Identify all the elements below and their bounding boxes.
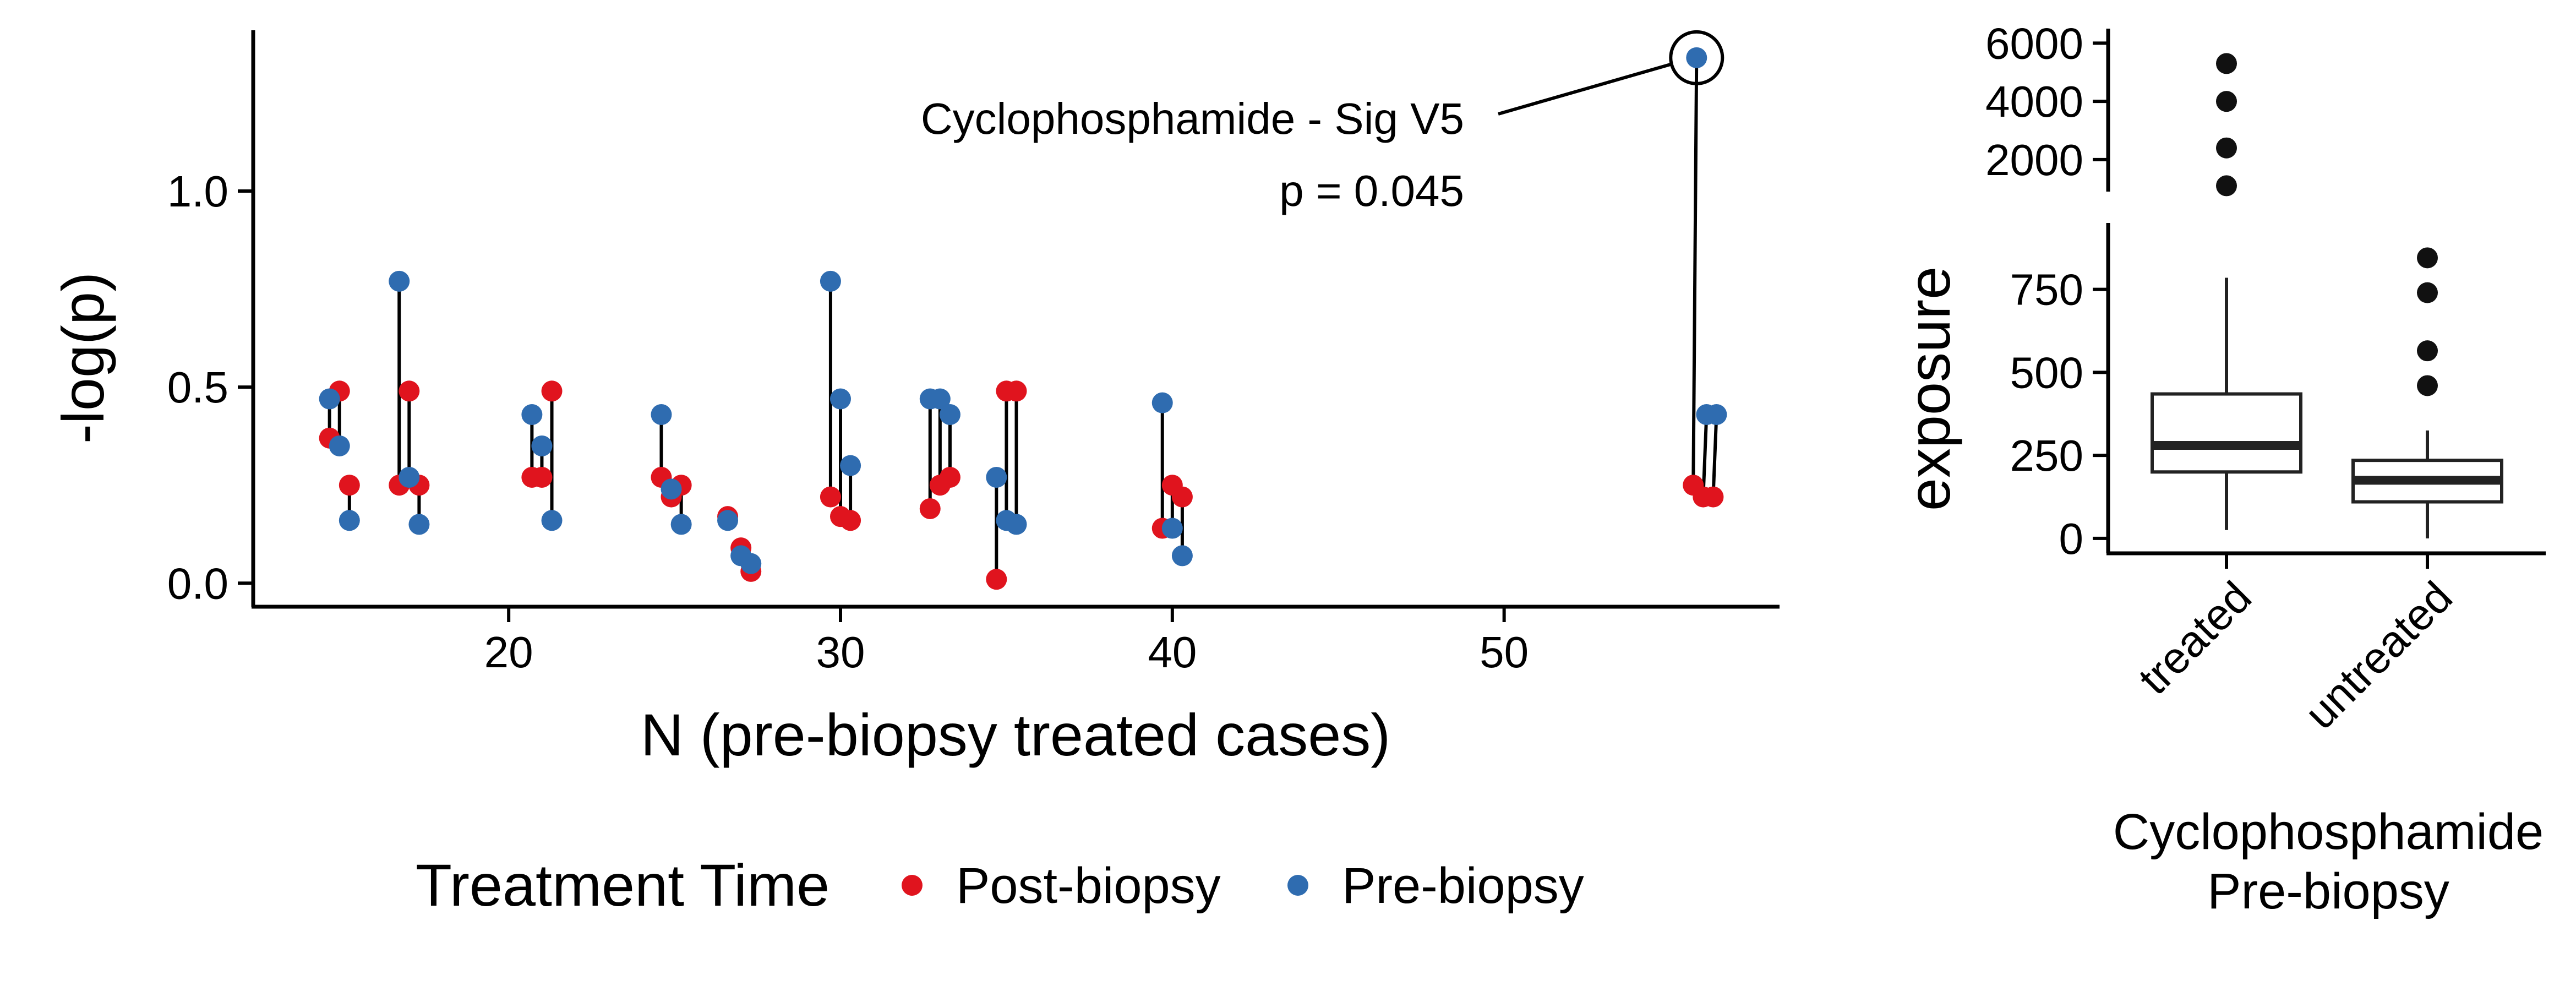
y-tick-label: 0.5: [167, 363, 228, 412]
point-pre-biopsy: [399, 466, 420, 488]
x-tick-label: 40: [1148, 628, 1197, 677]
point-pre-biopsy: [1151, 392, 1173, 413]
box-x-tick-label: untreated: [2295, 572, 2462, 738]
point-pre-biopsy: [1686, 47, 1707, 68]
main-x-ticks: 20 30 40 50: [484, 607, 1529, 677]
boxes: [2151, 277, 2503, 538]
main-y-axis-title: -log(p): [50, 272, 116, 444]
point-pre-biopsy: [717, 510, 739, 531]
legend-swatch-pre-biopsy: [1287, 875, 1308, 896]
connector-line: [1691, 57, 1699, 486]
outlier-point: [2216, 53, 2237, 74]
annotation-pvalue: p = 0.045: [1279, 166, 1464, 215]
main-y-ticks: 0.0 0.5 1.0: [167, 167, 253, 608]
upper-y-tick-label: 4000: [1985, 77, 2083, 126]
outlier-point: [2417, 375, 2438, 396]
point-post-biopsy: [1171, 486, 1193, 508]
connector-line: [1701, 414, 1709, 497]
outlier-point: [2216, 137, 2237, 159]
point-post-biopsy: [1006, 380, 1027, 402]
box-y-axis-title: exposure: [1896, 266, 1962, 511]
box-iqr: [2151, 392, 2302, 474]
point-pre-biopsy: [740, 553, 762, 574]
point-pre-biopsy: [830, 388, 852, 410]
point-pre-biopsy: [1161, 518, 1183, 539]
outlier-point: [2216, 91, 2237, 112]
box-x-axis-title-line2: Pre-biopsy: [2207, 863, 2449, 919]
y-tick-label: 1.0: [167, 167, 228, 216]
point-post-biopsy: [986, 569, 1007, 590]
upper-y-tick-label: 6000: [1985, 19, 2083, 68]
point-pre-biopsy: [840, 455, 861, 476]
legend: Treatment Time Post-biopsy Pre-biopsy: [416, 852, 1584, 918]
box-outliers: [2216, 53, 2438, 396]
x-tick-label: 20: [484, 628, 533, 677]
point-post-biopsy: [939, 466, 960, 488]
point-pre-biopsy: [939, 404, 960, 425]
point-pre-biopsy: [319, 388, 340, 410]
box-x-ticks: treated untreated: [2129, 553, 2462, 738]
outlier-point: [2417, 340, 2438, 362]
upper-y-ticks: 2000 4000 6000: [1985, 19, 2108, 184]
point-pre-biopsy: [329, 435, 350, 456]
annotation-label: Cyclophosphamide - Sig V5: [921, 94, 1464, 143]
scatter-points: [319, 47, 1727, 590]
point-post-biopsy: [531, 466, 553, 488]
point-post-biopsy: [1702, 486, 1724, 508]
highlight-circle: [1669, 30, 1724, 85]
main-scatter-panel: 0.0 0.5 1.0 20 30 40 50 -log(p) N (pre-biopsy…: [50, 30, 1780, 768]
legend-label-post-biopsy: Post-biopsy: [956, 858, 1221, 914]
annotation-leader-line: [1498, 62, 1672, 116]
outlier-point: [2216, 175, 2237, 197]
point-pre-biopsy: [521, 404, 543, 425]
outlier-point: [2417, 282, 2438, 303]
lower-y-tick-label: 250: [2010, 431, 2083, 480]
point-post-biopsy: [399, 380, 420, 402]
main-x-axis-title: N (pre-biopsy treated cases): [641, 701, 1391, 768]
legend-swatch-post-biopsy: [902, 875, 923, 896]
x-tick-label: 30: [816, 628, 865, 677]
x-tick-label: 50: [1480, 628, 1529, 677]
point-pre-biopsy: [408, 514, 430, 535]
point-post-biopsy: [919, 498, 941, 519]
point-pre-biopsy: [531, 435, 553, 456]
lower-y-tick-label: 500: [2010, 348, 2083, 397]
point-pre-biopsy: [651, 404, 672, 425]
boxplot-panel: 2000 4000 6000 0 250 500 750 treated untreated…: [1896, 19, 2546, 919]
lower-y-tick-label: 0: [2059, 514, 2084, 563]
lower-y-ticks: 0 250 500 750: [2010, 265, 2108, 563]
highlight-annotation: Cyclophosphamide - Sig V5 p = 0.045: [921, 30, 1724, 215]
point-pre-biopsy: [389, 270, 410, 292]
point-pre-biopsy: [339, 510, 360, 531]
y-tick-label: 0.0: [167, 559, 228, 608]
point-post-biopsy: [840, 510, 861, 531]
point-pre-biopsy: [541, 510, 563, 531]
point-pre-biopsy: [929, 388, 951, 410]
lower-y-tick-label: 750: [2010, 265, 2083, 314]
point-pre-biopsy: [986, 466, 1007, 488]
point-pre-biopsy: [1171, 545, 1193, 567]
outlier-point: [2417, 247, 2438, 269]
point-post-biopsy: [541, 380, 563, 402]
box-x-axis-title-line1: Cyclophosphamide: [2113, 804, 2544, 860]
point-post-biopsy: [820, 486, 841, 508]
point-pre-biopsy: [661, 478, 682, 500]
upper-y-tick-label: 2000: [1985, 135, 2083, 184]
box-x-tick-label: treated: [2129, 572, 2261, 704]
point-pre-biopsy: [1706, 404, 1727, 425]
point-pre-biopsy: [670, 514, 692, 535]
point-pre-biopsy: [820, 270, 841, 292]
point-pre-biopsy: [1006, 514, 1027, 535]
connector-line: [1711, 414, 1718, 497]
legend-label-pre-biopsy: Pre-biopsy: [1342, 858, 1584, 914]
legend-title: Treatment Time: [416, 852, 829, 918]
point-post-biopsy: [339, 475, 360, 496]
